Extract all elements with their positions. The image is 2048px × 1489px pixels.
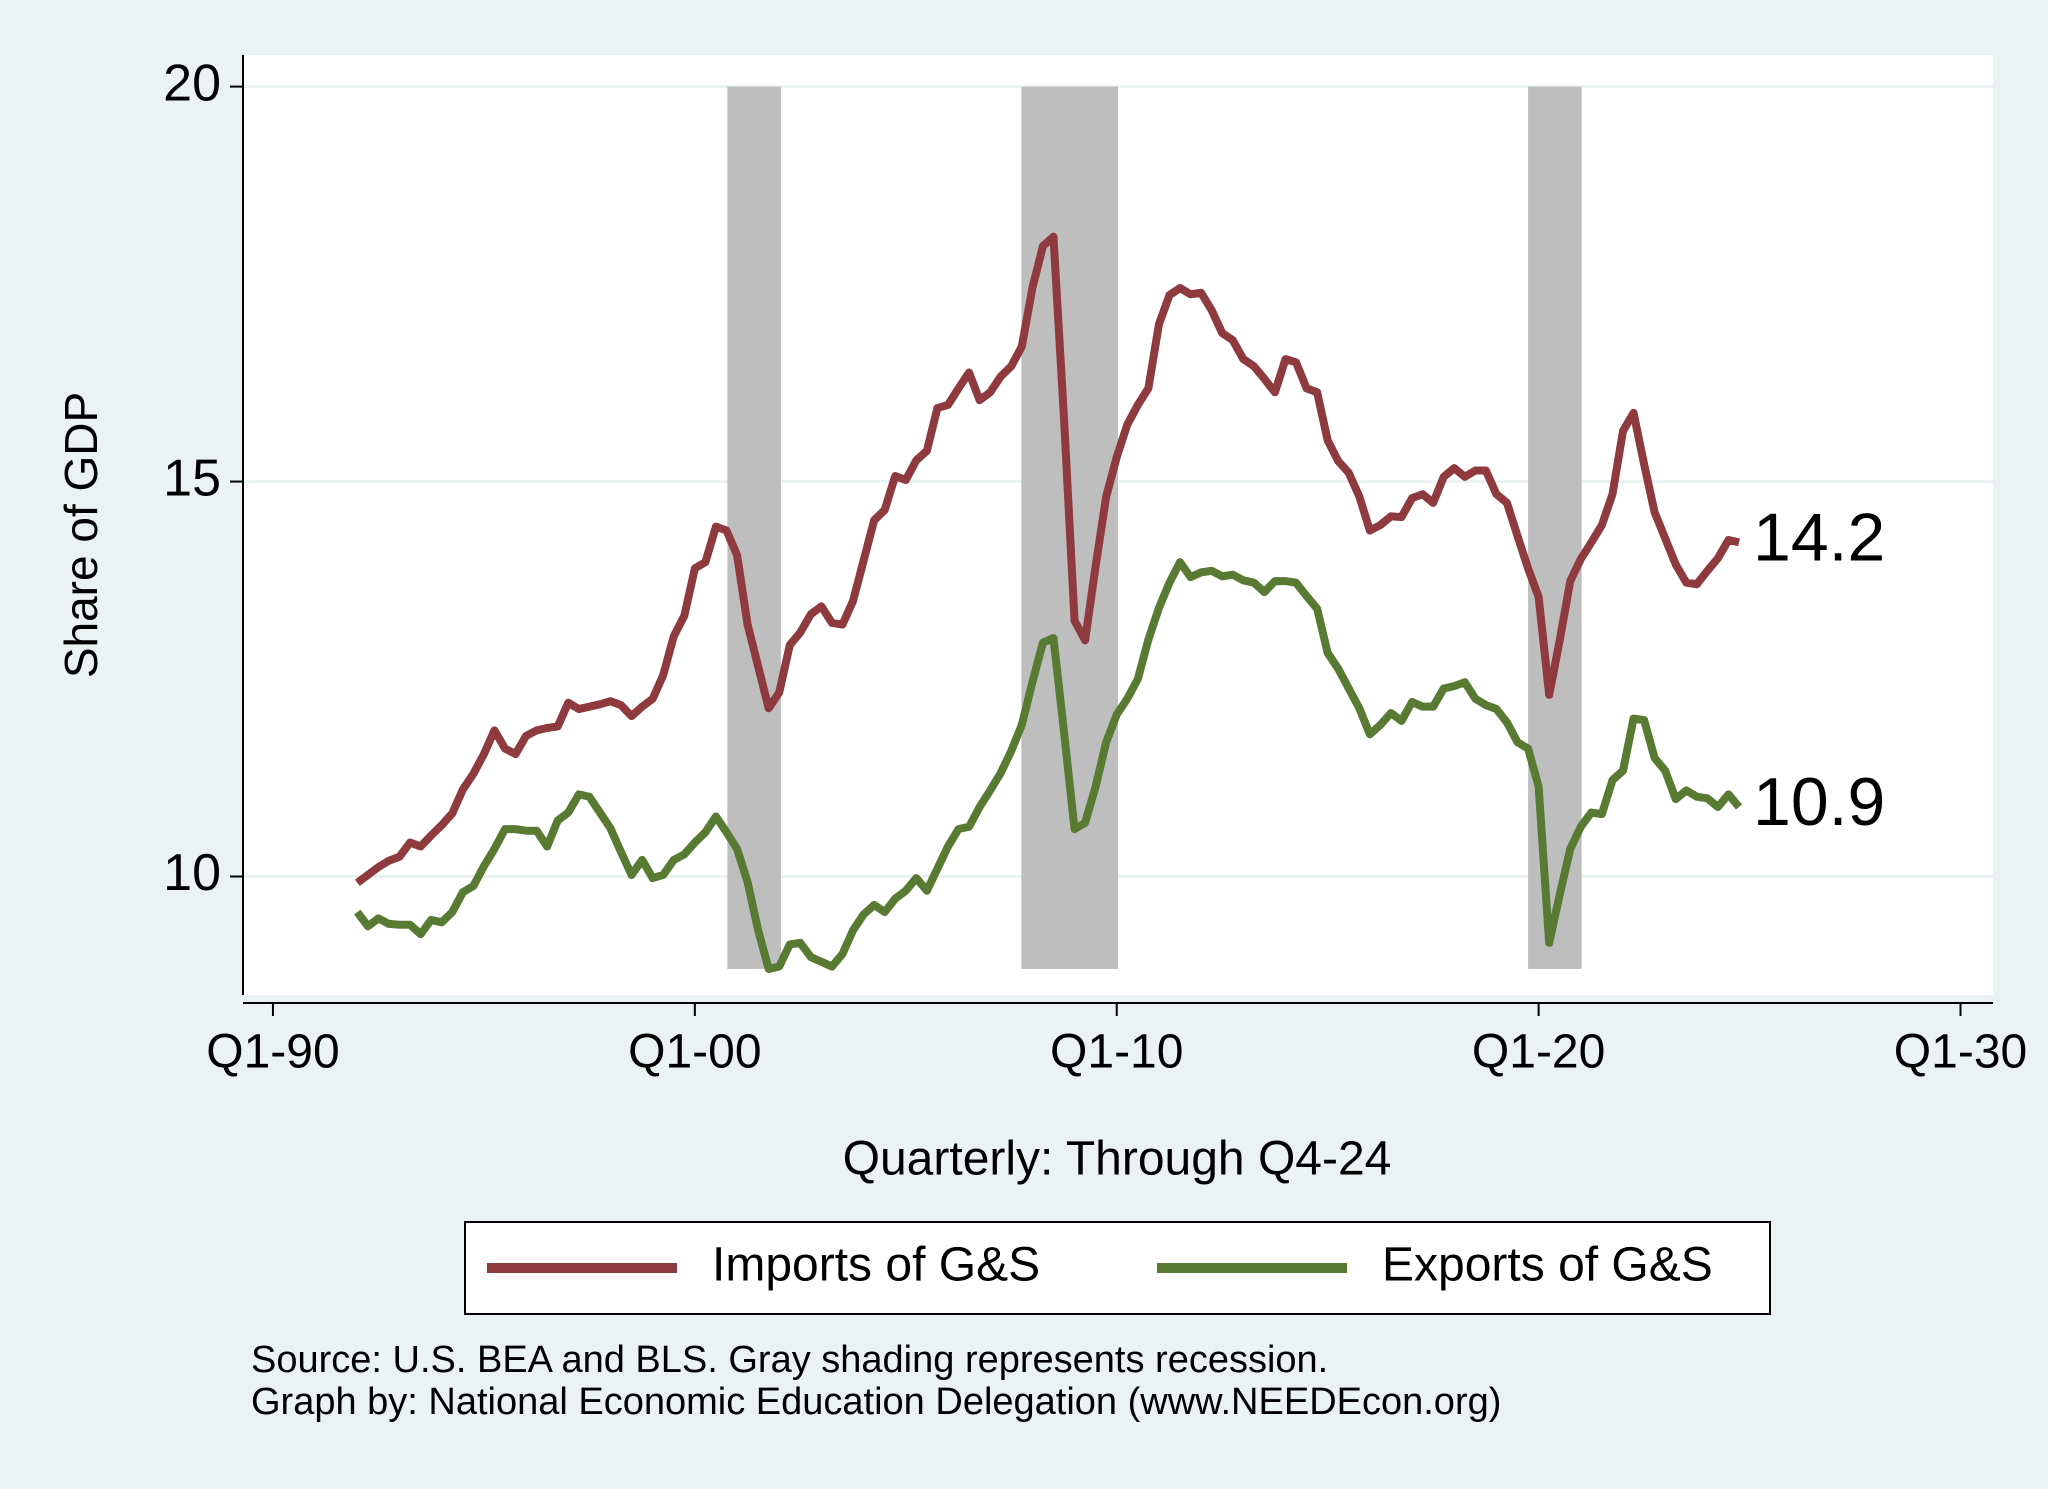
end-label: 10.9 xyxy=(1753,764,1885,840)
x-tick-label: Q1-30 xyxy=(1894,1026,2027,1079)
x-tick-label: Q1-90 xyxy=(206,1026,339,1079)
x-tick-label: Q1-20 xyxy=(1472,1026,1605,1079)
y-tick-label: 15 xyxy=(163,449,221,507)
source-note: Source: U.S. BEA and BLS. Gray shading r… xyxy=(251,1339,1328,1381)
series-line xyxy=(354,558,1743,973)
legend xyxy=(464,1221,1771,1315)
series-line xyxy=(354,232,1740,887)
end-label: 14.2 xyxy=(1753,499,1885,575)
y-tick-label: 10 xyxy=(163,844,221,902)
y-axis-title: Share of GDP xyxy=(55,392,107,678)
x-tick-label: Q1-00 xyxy=(628,1026,761,1079)
x-tick-label: Q1-10 xyxy=(1050,1026,1183,1079)
credit-note: Graph by: National Economic Education De… xyxy=(251,1381,1501,1423)
legend-label: Exports of G&S xyxy=(1382,1239,1713,1292)
legend-label: Imports of G&S xyxy=(712,1239,1040,1292)
recession-shade xyxy=(727,86,781,969)
y-tick-label: 20 xyxy=(163,54,221,112)
x-axis-title: Quarterly: Through Q4-24 xyxy=(843,1133,1392,1186)
